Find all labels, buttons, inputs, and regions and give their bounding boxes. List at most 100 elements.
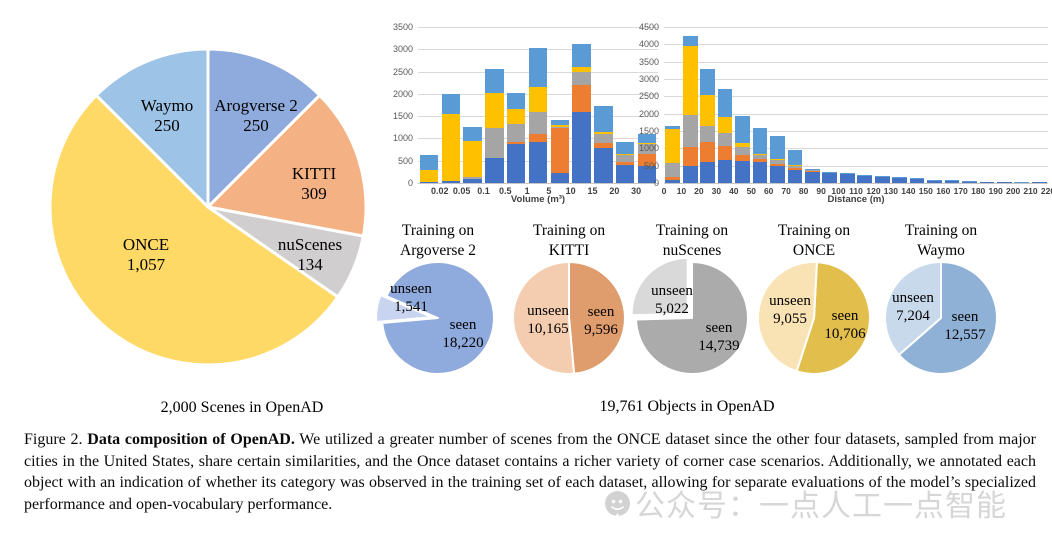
y-axis-tick-label: 2500: [392, 66, 413, 77]
stacked-bar: [979, 15, 995, 183]
scenes-pie-label-kitti: KITTI 309: [291, 164, 337, 203]
stacked-bar: [927, 15, 942, 183]
bar-segment-yellow: [752, 153, 768, 156]
scenes-pie-caption: 2,000 Scenes in OpenAD: [160, 399, 324, 416]
pie-slice-seen: [568, 261, 626, 375]
y-axis-tick-label: 1500: [392, 111, 413, 122]
bar-segment-blue: [419, 181, 439, 183]
bar-segment-blue: [735, 160, 750, 183]
bar-segment-yellow: [550, 124, 569, 127]
y-axis-tick-label: 1000: [638, 143, 659, 154]
bar-segment-orange: [572, 84, 591, 112]
pie-slice-unseen: [757, 261, 818, 373]
gridline: [418, 27, 658, 28]
stacked-bar: [735, 15, 750, 183]
bar-segment-gray: [507, 123, 526, 143]
bar-segment-yellow: [594, 132, 613, 134]
gridline: [664, 27, 1048, 28]
scenes-pie-label-arogverse-2: Arogverse 2 250: [214, 96, 298, 135]
bar-segment-blue: [441, 180, 460, 183]
stacked-bar: [1031, 15, 1047, 183]
bar-segment-blue: [550, 172, 569, 183]
bar-segment-gray: [665, 162, 681, 178]
stacked-bar: [485, 15, 504, 183]
x-axis-tick-label: 190: [988, 186, 1003, 196]
stacked-bar: [909, 15, 925, 183]
stacked-bar: [550, 15, 569, 183]
caption-bold-title: Data composition of OpenAD.: [87, 431, 295, 448]
gridline: [664, 183, 1048, 184]
training-waymo-label-unseen: unseen 7,204: [892, 290, 934, 324]
stacked-bar: [1014, 15, 1030, 183]
bar-segment-light-blue: [682, 35, 698, 47]
bar-segment-gray: [616, 155, 635, 162]
y-axis-tick-label: 4500: [638, 22, 659, 32]
bar-segment-gray: [550, 126, 569, 129]
x-axis-tick-label: 160: [936, 186, 951, 196]
x-axis-tick-label: 130: [883, 186, 898, 196]
stacked-bar: [665, 15, 681, 183]
bar-segment-blue: [962, 181, 977, 183]
bar-segment-blue: [1014, 182, 1030, 183]
y-axis-tick-label: 2000: [638, 108, 659, 119]
pie-slice-waymo: [94, 47, 210, 209]
y-axis-tick-label: 0: [653, 178, 659, 188]
training-waymo-pie-chart: [884, 261, 998, 375]
bar-segment-orange: [594, 143, 613, 149]
stacked-bar: [507, 15, 526, 183]
training-kitti-title: Training on KITTI: [532, 222, 606, 259]
bar-segment-light-blue: [805, 169, 820, 171]
y-axis-tick-label: 1500: [638, 126, 659, 136]
training-nuscenes-label-seen: seen 14,739: [698, 320, 740, 354]
gridline: [664, 44, 1048, 46]
bar-segment-gray: [752, 155, 768, 159]
bar-segment-gray: [528, 112, 548, 134]
x-axis-title: Distance (m): [827, 194, 885, 205]
y-axis-tick-label: 500: [397, 155, 413, 166]
bar-segment-light-blue: [787, 150, 803, 165]
y-axis-tick-label: 1000: [392, 133, 413, 144]
pie-slice-seen: [381, 261, 495, 375]
bar-segment-yellow: [507, 109, 526, 124]
stacked-bar: [528, 15, 548, 183]
stacked-bar: [616, 15, 635, 183]
y-axis-tick-label: 3500: [638, 56, 659, 67]
bar-segment-orange: [637, 154, 657, 166]
figure-caption: Figure 2. Data composition of OpenAD. We…: [24, 429, 1036, 516]
x-axis-tick-label: 70: [781, 186, 791, 196]
x-axis-tick-label: 0: [661, 186, 667, 196]
x-axis-tick-label: 100: [831, 186, 846, 196]
plot-area: [418, 15, 658, 184]
bar-segment-gray: [572, 71, 591, 85]
training-nuscenes-title: Training on nuScenes: [655, 222, 729, 259]
bar-segment-gray: [700, 125, 715, 143]
bar-segment-orange: [805, 171, 820, 172]
stacked-bar: [874, 15, 890, 183]
x-axis-tick-label: 20: [609, 186, 620, 196]
stacked-bar: [717, 15, 733, 183]
x-axis-tick-label: 50: [746, 186, 757, 196]
y-axis-tick-label: 4000: [638, 39, 659, 50]
bar-segment-blue: [1031, 182, 1047, 183]
bar-segment-gray: [770, 160, 785, 164]
bar-segment-gray: [463, 176, 482, 180]
bar-segment-orange: [665, 177, 681, 181]
stacked-bar: [419, 15, 439, 183]
bar-segment-yellow: [637, 142, 657, 145]
bar-segment-yellow: [485, 93, 504, 128]
x-axis-tick-label: 80: [798, 186, 809, 196]
y-axis-tick-label: 3000: [638, 74, 659, 84]
training-once-label-unseen: unseen 9,055: [769, 293, 811, 327]
stacked-bar: [463, 15, 482, 183]
training-kitti-label-seen: seen 9,596: [584, 304, 618, 338]
bar-segment-gray: [805, 170, 820, 172]
pie-slice-arogverse-2: [206, 47, 322, 209]
x-axis-tick-label: 110: [849, 186, 863, 196]
bar-segment-blue: [997, 181, 1012, 183]
bar-segment-light-blue: [839, 173, 855, 174]
gridline: [418, 183, 658, 184]
bar-segment-gray: [485, 127, 504, 158]
bar-segment-yellow: [787, 164, 803, 166]
bar-segment-gray: [787, 165, 803, 169]
x-axis-tick-label: 20: [694, 186, 704, 196]
